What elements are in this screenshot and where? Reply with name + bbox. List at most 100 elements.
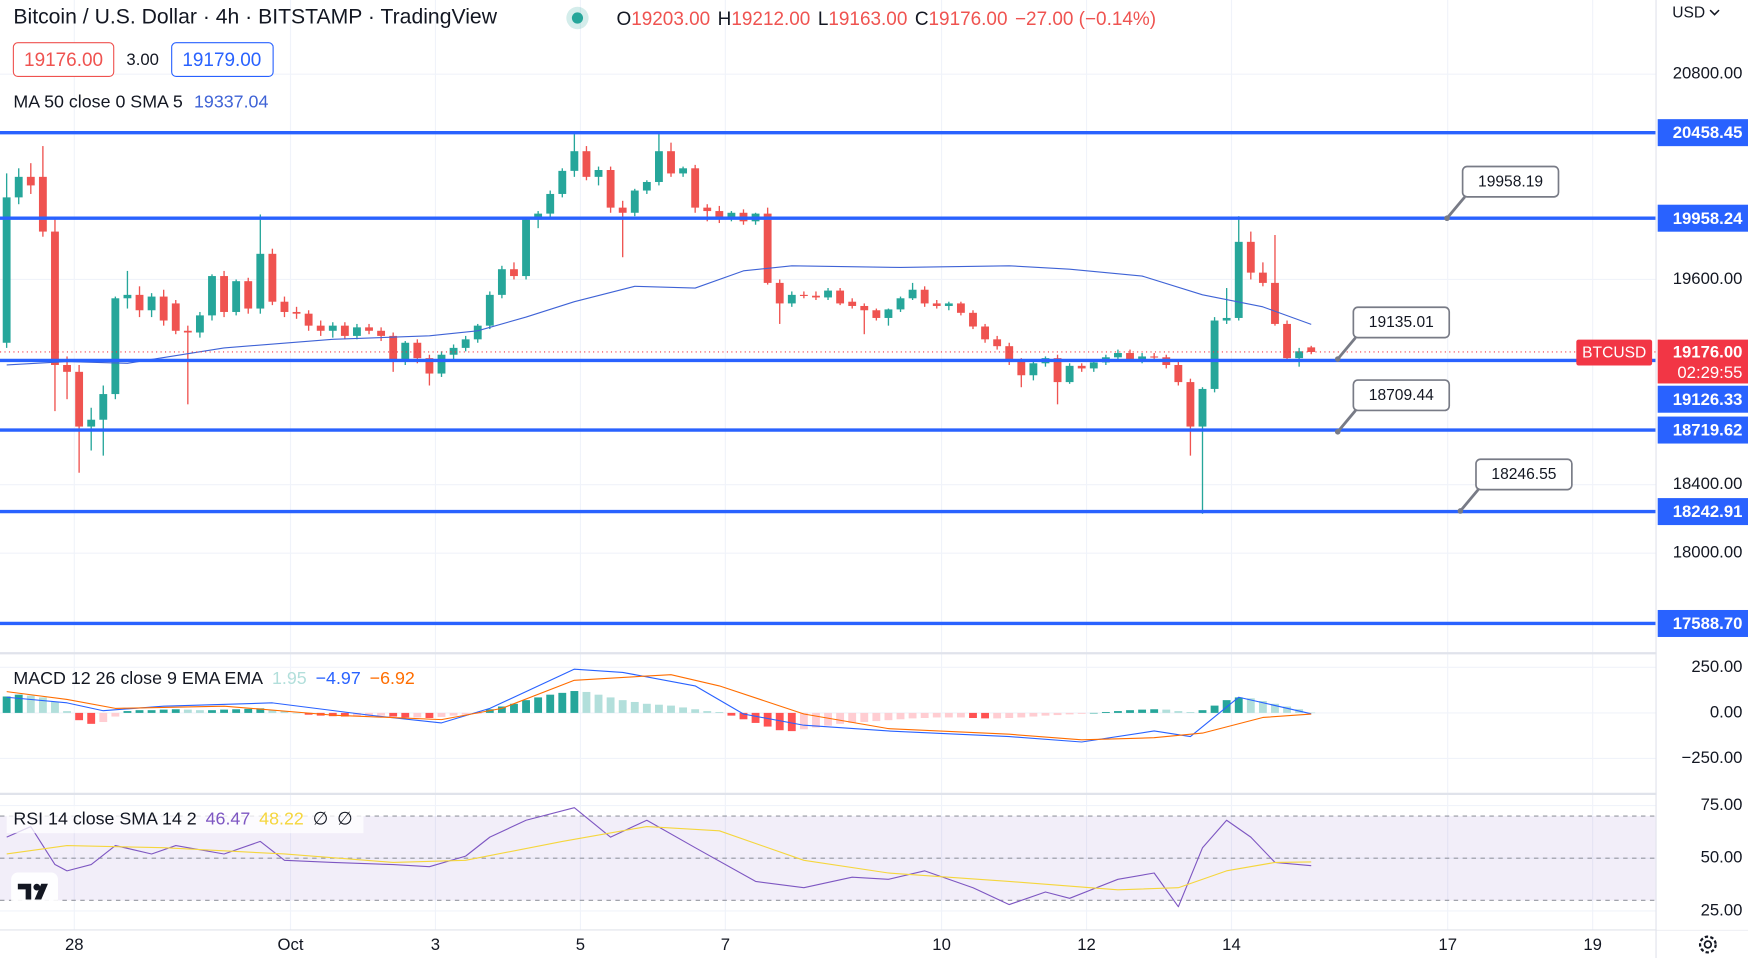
legend-label: MA 50 close 0 SMA 5 xyxy=(13,91,183,111)
callout-pointer xyxy=(1336,336,1357,360)
candle-body xyxy=(1089,362,1098,369)
ohlc-value: 19176.00 xyxy=(929,9,1008,30)
candle-body xyxy=(123,294,132,299)
bid-price[interactable]: 19176.00 xyxy=(24,50,103,71)
ma-legend: MA 50 close 0 SMA 5 19337.04 xyxy=(13,91,268,111)
candle-body xyxy=(268,253,277,302)
histogram-bar xyxy=(1210,705,1219,713)
histogram-bar xyxy=(981,712,989,719)
legend-value: −4.97 xyxy=(316,668,361,688)
bid-box[interactable] xyxy=(12,42,115,78)
histogram-bar xyxy=(993,712,1002,719)
histogram-bar xyxy=(860,712,869,723)
signal-line xyxy=(6,674,1312,741)
logo-shape[interactable] xyxy=(33,883,41,891)
candle-body xyxy=(63,364,71,372)
histogram-bar xyxy=(401,712,410,718)
histogram-bar xyxy=(570,691,579,713)
gear-ring[interactable] xyxy=(1698,935,1717,954)
ohlc-key: O xyxy=(616,9,631,30)
histogram-bar xyxy=(280,711,289,713)
histogram-bar xyxy=(99,712,108,723)
histogram-bar xyxy=(1307,712,1316,714)
rsi-legend: RSI 14 close SMA 14 2 46.47 48.22 ∅ ∅ xyxy=(13,808,352,828)
y-tick-label: 250.00 xyxy=(1691,657,1742,676)
histogram-bar xyxy=(340,712,349,717)
candle-body xyxy=(727,212,736,218)
rsi-sma-line xyxy=(6,825,1312,891)
candle-body xyxy=(244,281,253,309)
histogram-bar xyxy=(969,712,977,719)
candle-body xyxy=(1053,358,1062,383)
x-tick-label: 10 xyxy=(932,935,951,954)
legend-value: −6.92 xyxy=(370,668,415,688)
histogram-bar xyxy=(787,712,796,732)
candle-body xyxy=(377,330,386,336)
candle-body xyxy=(956,303,965,313)
callout-box xyxy=(1352,306,1451,339)
ohlc-key: H xyxy=(718,9,732,30)
histogram-bar xyxy=(413,712,422,718)
histogram-bar xyxy=(534,697,543,713)
currency[interactable]: USD xyxy=(1672,5,1705,22)
last-price-tag xyxy=(1657,339,1748,384)
candle-body xyxy=(908,289,917,299)
candle-body xyxy=(449,347,458,355)
legend-label: RSI 14 close SMA 14 2 xyxy=(13,808,196,828)
histogram-bar xyxy=(353,712,361,717)
histogram-bar xyxy=(812,712,820,728)
candle-body xyxy=(570,151,579,171)
candle-body xyxy=(111,298,120,395)
histogram-bar xyxy=(1162,709,1171,713)
candle-body xyxy=(1005,346,1014,362)
candle-body xyxy=(618,207,627,213)
histogram-bar xyxy=(630,701,639,713)
candle-body xyxy=(280,301,289,312)
candle-body xyxy=(461,339,470,348)
candle-body xyxy=(606,170,615,208)
histogram-bar xyxy=(232,709,241,713)
tradingview-logo[interactable] xyxy=(11,872,58,909)
candle-body xyxy=(1114,353,1122,358)
candle-body xyxy=(860,305,869,311)
candle-body xyxy=(715,211,724,218)
candle-body xyxy=(256,253,265,309)
settings-gear[interactable] xyxy=(1698,935,1717,954)
callout-box xyxy=(1461,165,1560,198)
histogram-bar xyxy=(1053,712,1062,716)
histogram-bar xyxy=(1077,712,1086,714)
currency-caret[interactable] xyxy=(1709,9,1720,16)
ohlc-readout: O19203.00 H19212.00 L19163.00 C19176.00 … xyxy=(616,9,1156,30)
histogram-bar xyxy=(848,712,857,723)
callout-anchor xyxy=(1457,508,1464,514)
ask-price[interactable]: 19179.00 xyxy=(182,50,261,71)
macd-line xyxy=(6,668,1312,743)
ohlc-value: 19203.00 xyxy=(631,9,710,30)
callout-box xyxy=(1352,379,1451,412)
symbol-label: BTCUSD xyxy=(1582,344,1646,361)
histogram-bar xyxy=(679,707,688,713)
histogram-bar xyxy=(1174,711,1183,713)
candle-body xyxy=(389,335,398,360)
candle-body xyxy=(1295,351,1304,359)
candle-body xyxy=(787,294,796,304)
histogram-bar xyxy=(932,712,941,718)
gear-hub[interactable] xyxy=(1703,940,1713,949)
logo-shape[interactable] xyxy=(34,883,48,900)
logo-bg[interactable] xyxy=(11,872,58,909)
symbol-tag xyxy=(1576,339,1653,366)
candle-body xyxy=(1246,241,1255,273)
candle-body xyxy=(75,371,84,427)
ask-box[interactable] xyxy=(171,42,274,78)
candle-body xyxy=(1126,353,1134,360)
candle-body xyxy=(944,303,953,306)
logo-shape[interactable] xyxy=(17,883,32,900)
callout-anchor xyxy=(1444,215,1450,222)
histogram-bar xyxy=(461,712,470,715)
candle-body xyxy=(993,339,1002,347)
candle-body xyxy=(1029,363,1038,376)
histogram-bar xyxy=(377,712,386,716)
histogram-bar xyxy=(147,710,156,713)
histogram-bar xyxy=(655,704,663,713)
histogram-bar xyxy=(715,711,724,713)
